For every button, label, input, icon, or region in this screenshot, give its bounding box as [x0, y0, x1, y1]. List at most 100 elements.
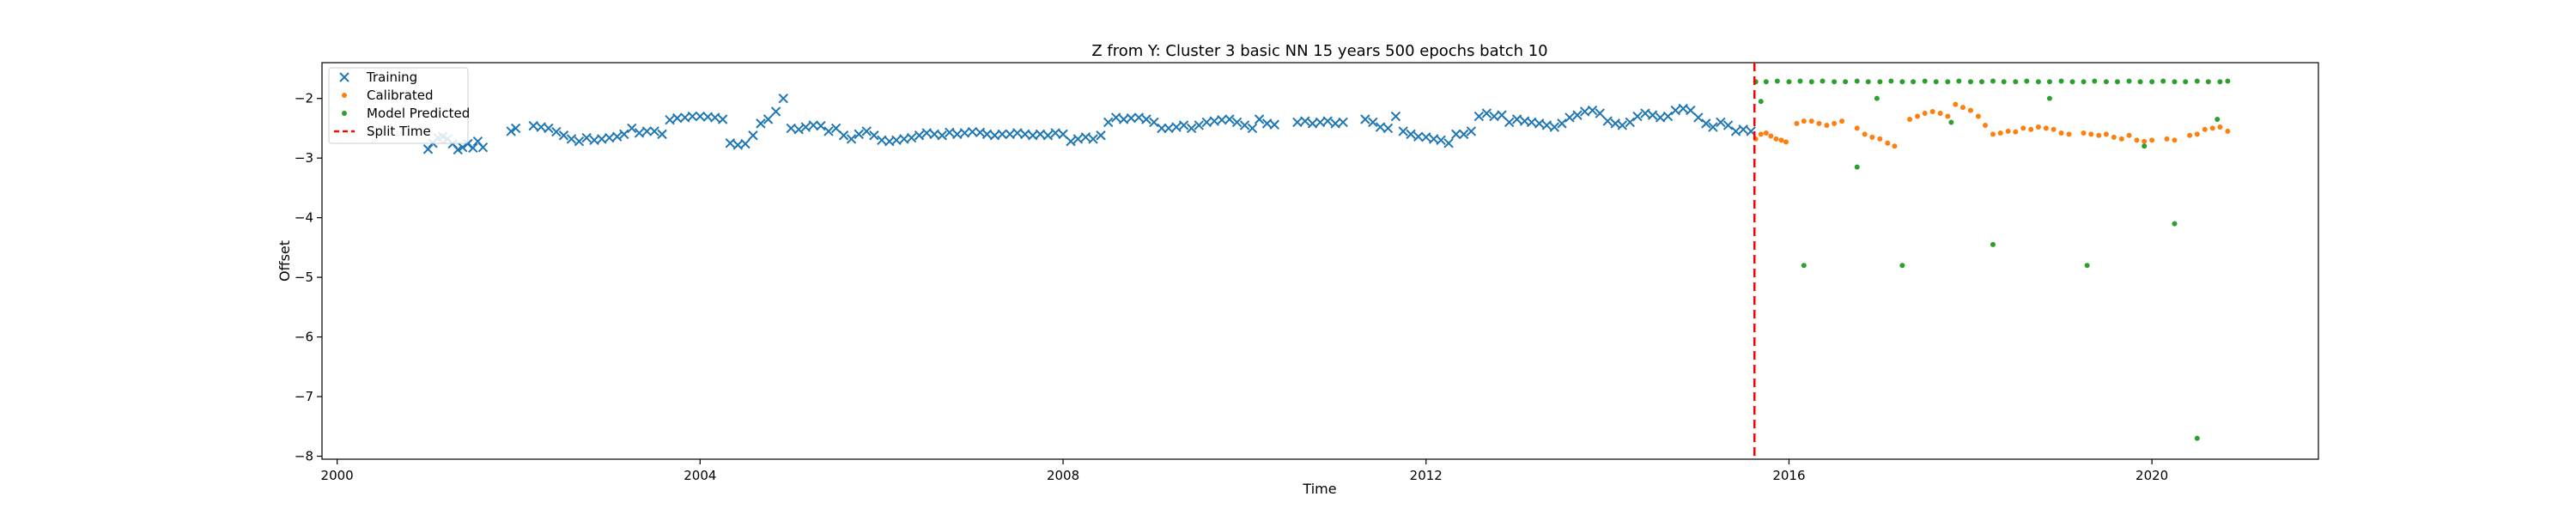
training-point — [510, 123, 521, 134]
calibrated-point — [2134, 137, 2140, 143]
calibrated-point — [2209, 125, 2215, 131]
y-tick-label: −6 — [295, 330, 313, 345]
training-point — [453, 144, 463, 155]
training-point — [641, 126, 653, 136]
training-point — [975, 127, 986, 137]
calibrated-point — [1929, 108, 1935, 114]
training-point — [574, 136, 585, 147]
y-axis-label: Offset — [276, 240, 293, 282]
calibrated-point — [2088, 131, 2094, 137]
y-tick-label: −7 — [295, 389, 313, 404]
model-predicted-point — [1945, 79, 1951, 85]
training-point — [477, 142, 489, 153]
model-predicted-point — [2126, 78, 2132, 84]
calibrated-point — [1937, 111, 1943, 117]
training-point — [1338, 117, 1348, 128]
calibrated-point — [2050, 126, 2057, 132]
calibrated-point — [1854, 125, 1860, 131]
calibrated-point — [2149, 137, 2155, 143]
model-predicted-point — [2114, 79, 2120, 85]
training-point — [929, 129, 939, 140]
model-predicted-point — [2001, 79, 2007, 85]
model-predicted-point — [1832, 79, 1838, 85]
training-point — [1678, 103, 1688, 114]
training-point — [1579, 106, 1590, 117]
y-tick-label: −8 — [295, 449, 313, 464]
model-predicted-point — [1854, 78, 1860, 84]
x-axis-label: Time — [1302, 481, 1336, 497]
training-point — [1118, 114, 1129, 124]
training-point — [846, 134, 857, 144]
training-point — [1398, 126, 1408, 136]
training-point — [1375, 122, 1386, 132]
plot-area — [321, 62, 2319, 460]
training-point — [1655, 112, 1666, 123]
model-predicted-point — [2046, 95, 2052, 101]
training-point — [1186, 123, 1197, 134]
training-point — [1072, 134, 1084, 144]
model-predicted-point — [1967, 79, 1973, 85]
training-point — [1549, 122, 1560, 132]
training-point — [861, 126, 872, 136]
training-point — [1625, 117, 1635, 128]
training-point — [989, 130, 1000, 141]
training-point — [1602, 116, 1613, 126]
training-point — [1504, 117, 1515, 128]
training-point — [1012, 128, 1023, 138]
training-point — [1163, 123, 1174, 134]
training-point — [665, 114, 675, 125]
training-point — [1231, 117, 1242, 128]
model-predicted-point — [2069, 79, 2075, 85]
model-predicted-point — [2013, 79, 2019, 85]
legend-label: Split Time — [367, 124, 431, 139]
model-predicted-point — [1774, 78, 1780, 84]
training-point — [687, 111, 698, 122]
series-calibrated — [1753, 101, 2231, 149]
calibrated-point — [2058, 130, 2064, 136]
model-predicted-point — [2084, 263, 2090, 269]
training-point — [612, 131, 623, 142]
model-predicted-point — [1865, 79, 1871, 85]
training-point — [1058, 129, 1068, 140]
training-point — [1610, 118, 1620, 129]
training-point — [1632, 111, 1643, 122]
series-model-predicted — [1753, 78, 2231, 441]
model-predicted-point — [2103, 79, 2109, 85]
training-point — [1330, 118, 1340, 129]
training-point — [1662, 111, 1674, 122]
training-point — [1217, 114, 1227, 125]
training-point — [1103, 117, 1114, 128]
calibrated-point — [1839, 118, 1845, 124]
chart-title: Z from Y: Cluster 3 basic NN 15 years 50… — [1091, 42, 1547, 60]
model-predicted-point — [2149, 79, 2155, 85]
training-point — [1436, 135, 1446, 146]
calibrated-point — [1773, 136, 1779, 142]
training-point — [1693, 112, 1704, 123]
training-point — [1708, 122, 1718, 132]
training-point — [1572, 110, 1583, 120]
model-predicted-point — [2081, 79, 2087, 85]
training-point — [1557, 118, 1567, 129]
model-predicted-point — [1899, 79, 1905, 85]
training-point — [536, 122, 546, 132]
training-point — [619, 129, 629, 140]
x-tick-label: 2012 — [1410, 468, 1443, 483]
legend-label: Calibrated — [367, 88, 434, 103]
training-point — [1647, 110, 1658, 120]
training-point — [770, 106, 781, 117]
calibrated-point — [2164, 136, 2170, 142]
training-point — [1595, 108, 1605, 118]
training-point — [649, 126, 659, 136]
training-point — [914, 130, 925, 141]
training-point — [1157, 123, 1167, 134]
training-point — [458, 142, 468, 153]
calibrated-point — [2126, 132, 2132, 138]
training-point — [1640, 108, 1650, 118]
training-point — [899, 134, 909, 144]
calibrated-point — [2096, 132, 2102, 138]
training-point — [1292, 117, 1303, 128]
legend-box — [328, 67, 469, 144]
calibrated-point — [2035, 124, 2041, 130]
calibrated-point — [1997, 130, 2003, 136]
